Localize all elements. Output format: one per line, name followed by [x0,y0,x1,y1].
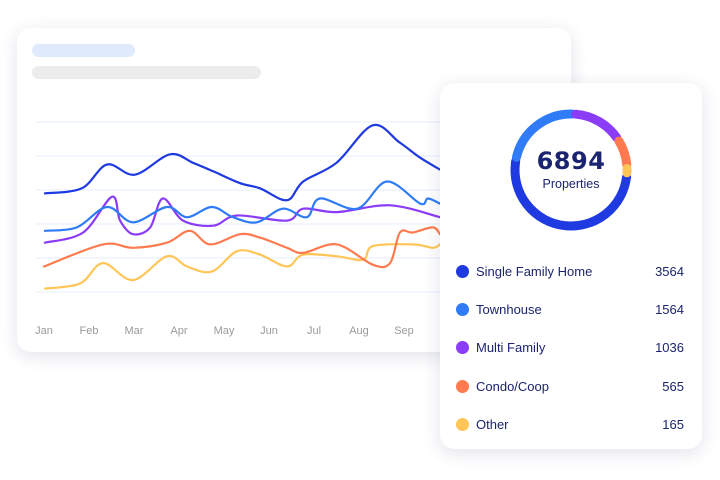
series-line-condo-coop [42,226,442,269]
property-breakdown-card: 6894 Properties Single Family Home 3564 T… [440,83,702,449]
x-tick-label: Jan [35,325,53,337]
legend-value: 3564 [655,263,684,279]
legend-dot [456,302,469,316]
donut-segment-condo-coop [510,109,632,231]
donut-label: Properties [542,177,600,191]
donut-total: 6894 [536,147,606,175]
legend-item-condo-coop: Condo/Coop 565 [456,376,684,396]
legend-value: 165 [662,416,684,432]
series-line-multi-family [43,195,442,244]
title-placeholder [32,44,135,57]
x-tick-label: Apr [170,325,187,337]
x-tick-label: Jun [260,325,278,337]
x-tick-label: May [214,325,235,337]
x-tick-label: Jul [307,325,321,337]
series-line-single-family-home [43,123,442,202]
legend-item-multi-family: Multi Family 1036 [456,337,684,357]
legend-item-other: Other 165 [456,414,684,434]
series-line-townhouse [43,180,442,232]
legend-label: Single Family Home [476,263,593,279]
x-tick-label: Feb [80,325,99,337]
legend-value: 1564 [655,301,684,317]
donut-segment-other [510,109,632,231]
legend-item-townhouse: Townhouse 1564 [456,299,684,319]
legend-dot [456,264,469,278]
legend-label: Multi Family [476,339,546,355]
donut-segment-townhouse [510,109,632,231]
x-tick-label: Aug [349,325,369,337]
x-tick-label: Mar [125,325,144,337]
series-line-other [43,243,442,290]
legend-value: 1036 [655,339,684,355]
legend-label: Condo/Coop [476,378,549,394]
x-tick-label: Sep [394,325,414,337]
legend-value: 565 [662,378,684,394]
donut-segment-multi-family [510,109,632,231]
legend-label: Other [476,416,509,432]
legend-item-single-family: Single Family Home 3564 [456,261,684,281]
legend-label: Townhouse [476,301,542,317]
subtitle-placeholder [32,66,261,79]
donut-chart [510,109,632,231]
legend-dot [456,379,469,393]
legend-dot [456,417,469,431]
legend-dot [456,340,469,354]
